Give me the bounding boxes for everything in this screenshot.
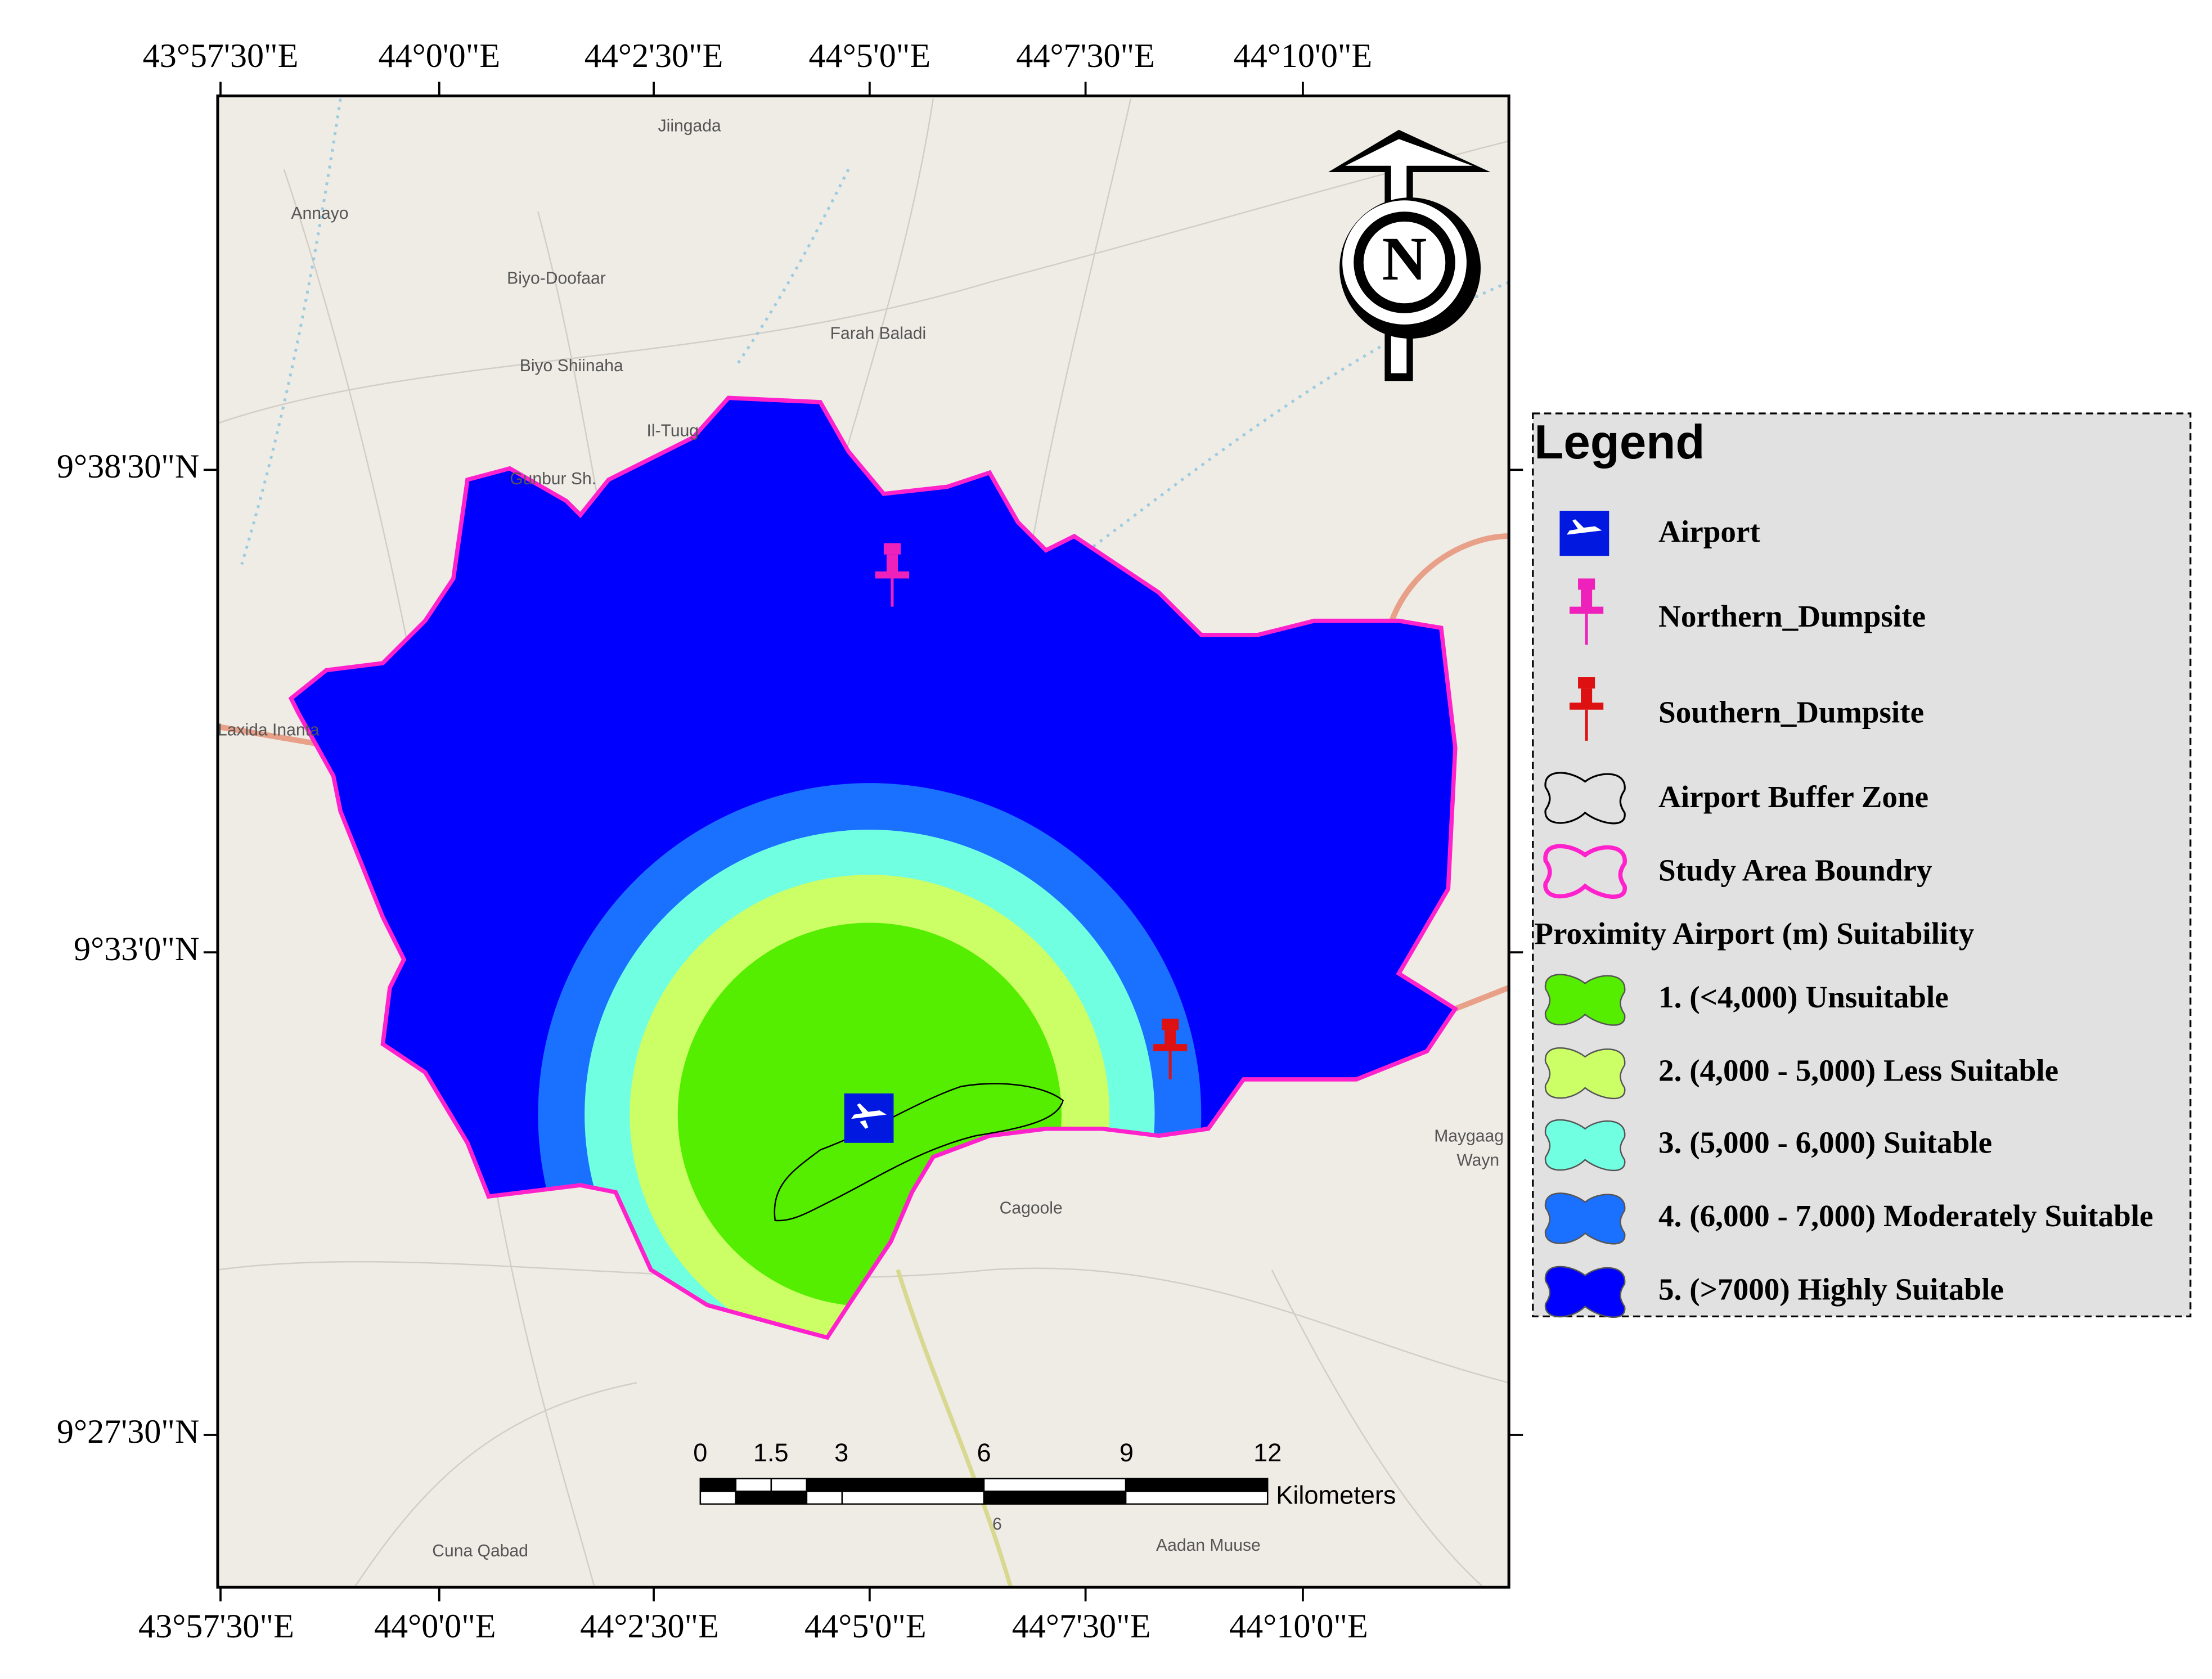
legend-class-symbol — [1545, 974, 1626, 1026]
legend-item-label: Study Area Boundry — [1658, 853, 1932, 887]
bottom-coordinate-label: 44°5'0"E — [804, 1608, 927, 1645]
scale-bar-segment — [983, 1478, 1127, 1492]
legend-section-title: Proximity Airport (m) Suitability — [1534, 916, 1974, 951]
place-label: Cagoole — [1000, 1199, 1063, 1218]
highway — [896, 1269, 1013, 1587]
place-label: Biyo Shiinaha — [520, 357, 623, 375]
scale-bar-label: 6 — [977, 1438, 991, 1467]
place-label: Biyo-Doofaar — [507, 269, 606, 288]
northern-dumpsite-pin — [875, 543, 910, 607]
north-arrow — [1328, 129, 1491, 381]
north-letter: N — [1382, 224, 1427, 293]
scale-bar-segment — [699, 1491, 737, 1505]
scale-bar-segment — [983, 1491, 1127, 1505]
southern-dumpsite-pin — [1153, 1019, 1188, 1079]
highway — [1389, 533, 1509, 622]
legend-southern-pin — [1570, 677, 1604, 741]
scale-bar-segment — [841, 1491, 985, 1505]
bottom-coordinate-label: 44°0'0"E — [374, 1608, 496, 1645]
scale-bar-segment — [806, 1491, 843, 1505]
bottom-coordinate-label: 44°7'30"E — [1012, 1608, 1151, 1645]
legend-item-label: Southern_Dumpsite — [1658, 695, 1924, 729]
legend-class-label: 1. (<4,000) Unsuitable — [1658, 980, 1949, 1014]
legend-class-symbol — [1545, 1047, 1626, 1100]
place-label: 6 — [992, 1515, 1002, 1534]
legend-class-label: 3. (5,000 - 6,000) Suitable — [1658, 1125, 1992, 1159]
map-frame — [216, 94, 1510, 1589]
bottom-coordinate-label: 44°2'30"E — [580, 1608, 719, 1645]
scale-bar-segment — [806, 1478, 843, 1492]
top-coordinate-label: 44°7'30"E — [1016, 37, 1155, 75]
scale-bar-label: 1.5 — [753, 1438, 789, 1467]
place-label: Annayo — [291, 204, 348, 223]
legend-class-label: 5. (>7000) Highly Suitable — [1658, 1272, 2004, 1306]
scale-bar-label: 9 — [1120, 1438, 1134, 1467]
place-label: Farah Baladi — [830, 324, 927, 343]
left-coordinate-label: 9°33'0"N — [74, 930, 199, 968]
legend-class-label: 2. (4,000 - 5,000) Less Suitable — [1658, 1054, 2058, 1088]
legend-item-label: Northern_Dumpsite — [1658, 599, 1926, 633]
scale-bar-segment — [1125, 1478, 1269, 1492]
left-coordinate-label: 9°38'30"N — [57, 448, 199, 485]
place-label: Gunbur Sh. — [510, 470, 596, 488]
scale-bar-segment — [841, 1478, 985, 1492]
airport-marker — [844, 1093, 894, 1143]
plane-glyph — [851, 1103, 887, 1129]
scale-bar-segment — [1125, 1491, 1269, 1505]
legend-class-symbol — [1545, 1192, 1626, 1245]
scale-bar-segment — [699, 1478, 737, 1492]
bottom-coordinate-label: 43°57'30"E — [138, 1608, 294, 1645]
top-coordinate-label: 44°0'0"E — [378, 37, 500, 75]
legend: Legend Airport Northern_Dumpsite Southern_D… — [1532, 412, 2192, 1318]
legend-title: Legend — [1534, 416, 1705, 469]
scale-bar-unit: Kilometers — [1276, 1480, 1396, 1509]
left-coordinate-label: 9°27'30"N — [57, 1413, 199, 1451]
top-coordinate-label: 44°5'0"E — [809, 37, 931, 75]
top-coordinate-label: 44°10'0"E — [1234, 37, 1373, 75]
place-label: Cuna Qabad — [432, 1542, 528, 1560]
highway — [1454, 985, 1509, 1012]
top-coordinate-label: 43°57'30"E — [143, 37, 299, 75]
scale-bar-label: 3 — [834, 1438, 848, 1467]
legend-item-label: Airport Buffer Zone — [1658, 780, 1928, 814]
scale-bar-segment — [735, 1478, 772, 1492]
scale-bar-label: 12 — [1253, 1438, 1282, 1467]
place-label: Aadan Muuse — [1156, 1536, 1261, 1555]
scale-bar-segment — [770, 1478, 808, 1492]
bottom-coordinate-label: 44°10'0"E — [1229, 1608, 1368, 1645]
legend-buffer-symbol — [1544, 772, 1626, 825]
place-label: Jiingada — [658, 117, 721, 136]
legend-boundary-symbol — [1543, 844, 1627, 899]
legend-northern-pin — [1570, 578, 1604, 645]
legend-item-label: Airport — [1658, 514, 1760, 548]
place-label: Laxida Inanta — [218, 721, 320, 739]
airport-icon — [844, 1093, 894, 1143]
place-label: Il-Tuug — [647, 422, 699, 440]
scale-bar-segment — [735, 1491, 772, 1505]
airport-buffer-zone — [774, 1083, 1064, 1222]
plane-glyph — [1566, 519, 1602, 535]
legend-class-label: 4. (6,000 - 7,000) Moderately Suitable — [1658, 1199, 2153, 1233]
legend-class-symbol — [1545, 1119, 1626, 1172]
legend-airport-symbol — [1559, 511, 1609, 556]
scale-bar-segment — [770, 1491, 808, 1505]
scale-bar-label: 0 — [693, 1438, 707, 1467]
place-label: Wayn — [1456, 1151, 1499, 1169]
legend-box — [1532, 412, 2192, 1317]
place-label: Maygaag — [1434, 1127, 1504, 1146]
top-coordinate-label: 44°2'30"E — [585, 37, 723, 75]
legend-class-symbol — [1545, 1266, 1626, 1318]
